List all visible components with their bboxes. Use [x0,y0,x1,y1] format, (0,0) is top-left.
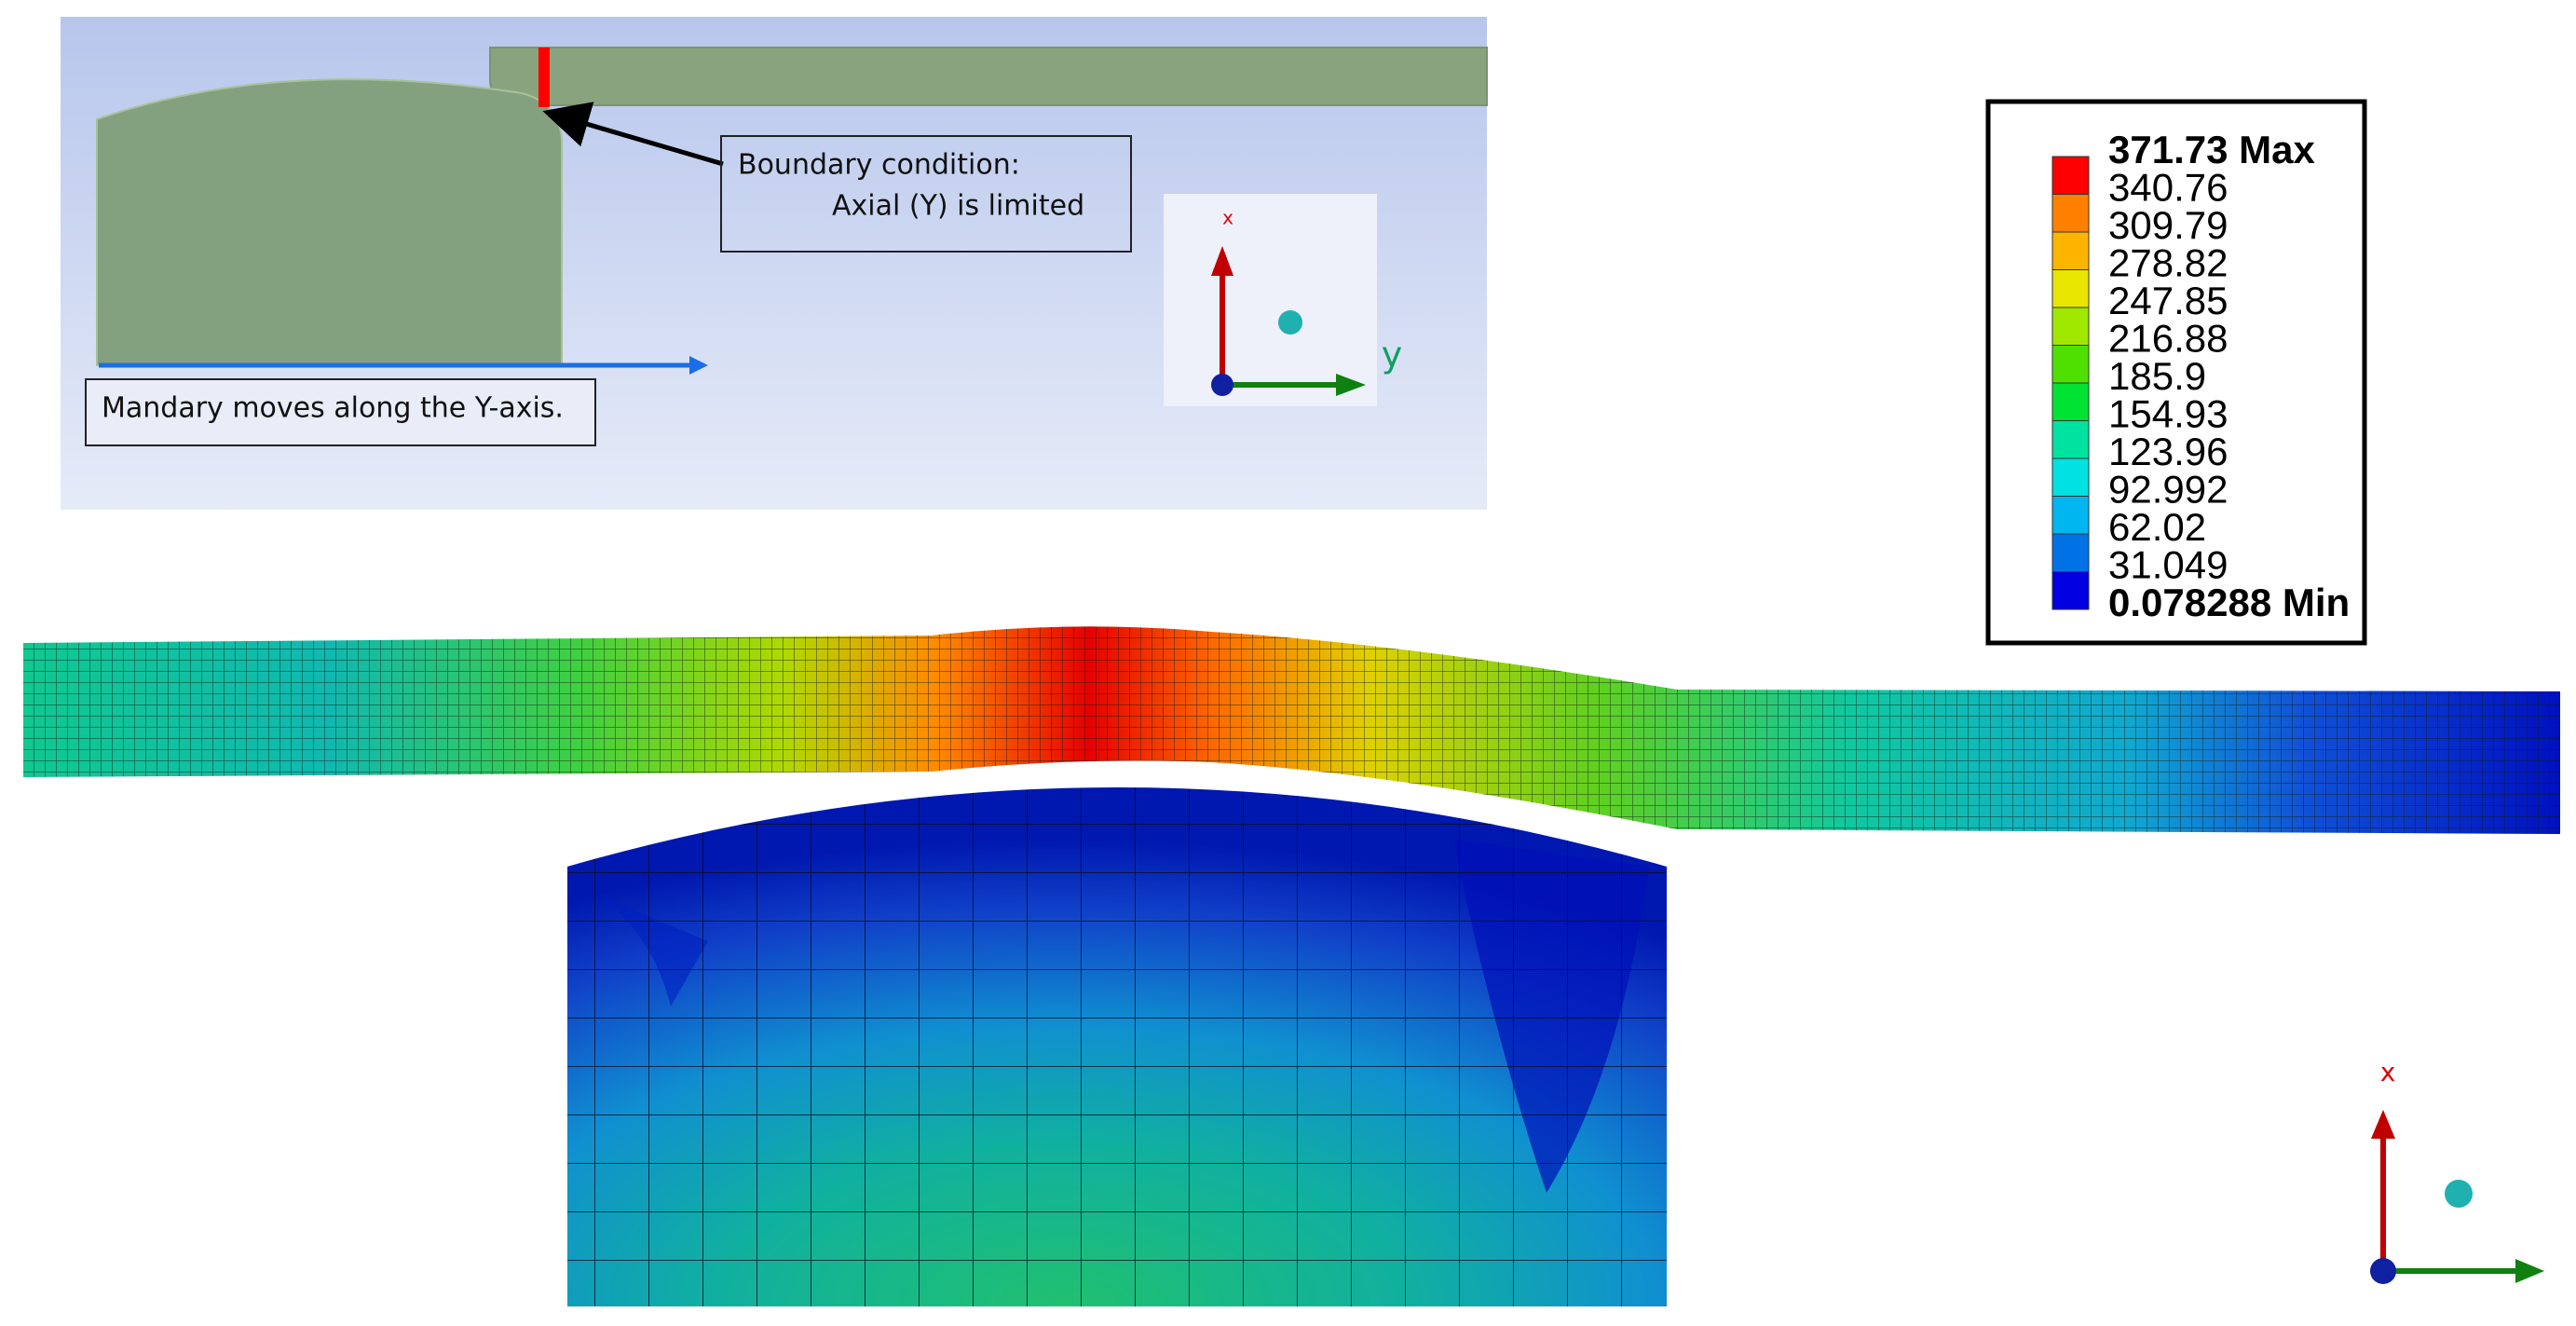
legend-label: 247.85 [2108,279,2228,322]
legend-label: 31.049 [2108,543,2228,587]
legend-swatch [2051,496,2090,535]
triad-origin [2370,1258,2396,1284]
legend-label: 185.9 [2108,354,2206,398]
triad-ball [2445,1180,2473,1208]
legend-label: 278.82 [2108,241,2228,285]
legend-swatch [2051,269,2090,308]
legend-swatch [2051,533,2090,572]
mandrel [96,78,563,366]
legend-label: 0.078288 Min [2108,581,2350,624]
legend-label: 216.88 [2108,317,2228,361]
legend-label: 92.992 [2108,468,2228,512]
legend-label: 123.96 [2108,430,2228,473]
legend-label: 62.02 [2108,505,2206,549]
note-line: Mandary moves along the Y-axis. [102,392,564,425]
axis-label: y [1382,335,1403,376]
tube [489,47,1488,106]
legend-frame [1985,99,2367,646]
legend-swatch [2051,231,2090,270]
axis-x-head [1211,246,1233,276]
legend-label: 309.79 [2108,203,2228,247]
note-box [85,378,596,446]
note-line: Boundary condition: [738,149,1020,182]
note-box [720,135,1132,253]
legend-swatch [2051,420,2090,459]
legend-swatch [2051,194,2090,233]
legend-swatch [2051,571,2090,610]
boundary-marker [538,48,550,107]
legend-label: 340.76 [2108,166,2228,210]
note-line: Axial (Y) is limited [832,190,1084,223]
axis-label: x [1222,207,1233,229]
legend-swatch [2051,382,2090,421]
legend-swatch [2051,156,2090,195]
motion-arrow-head [689,356,708,375]
triad-origin [1211,374,1233,396]
legend-label: 371.73 Max [2108,128,2315,171]
legend: 371.73 Max340.76309.79278.82247.85216.88… [2051,128,2350,624]
axis-y-head [1336,374,1366,396]
axis-y-head [2515,1259,2544,1283]
legend-swatch [2051,307,2090,346]
legend-swatch [2051,458,2090,497]
triad-ball [1278,310,1302,335]
axis-x-head [2371,1110,2395,1139]
pointer-arrow [542,102,724,167]
axis-label: x [2380,1057,2396,1087]
legend-swatch [2051,345,2090,384]
triad-background [1164,194,1377,406]
mandrel-mesh [567,787,1667,1306]
legend-label: 154.93 [2108,392,2228,436]
tube-mesh [23,626,2560,834]
